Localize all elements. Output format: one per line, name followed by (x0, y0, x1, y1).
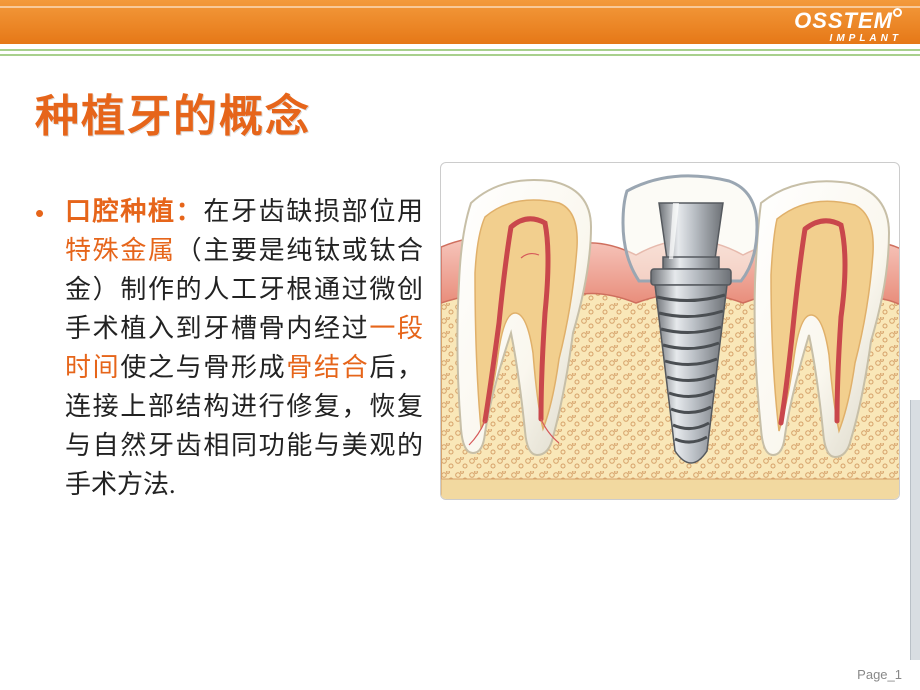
body-seg: 在牙齿缺损部位用 (203, 197, 423, 226)
logo-main: OSSTEM (794, 8, 893, 33)
page-number: 1 (895, 667, 902, 682)
brand-logo: OSSTEM IMPLANT (794, 10, 902, 44)
page-label: Page_ (857, 667, 895, 682)
abutment (659, 203, 723, 259)
page-footer: Page_1 (857, 667, 902, 682)
body-block: • 口腔种植：在牙齿缺损部位用特殊金属（主要是纯钛或钛合金）制作的人工牙根通过微… (35, 192, 423, 504)
dental-implant-diagram (441, 163, 900, 500)
slide-title: 种植牙的概念 (35, 80, 311, 144)
bullet-icon: • (35, 198, 44, 229)
body-text: 口腔种植：在牙齿缺损部位用特殊金属（主要是纯钛或钛合金）制作的人工牙根通过微创手… (65, 192, 423, 504)
logo-sub: IMPLANT (794, 34, 902, 44)
deco-line (0, 54, 920, 56)
deco-line (0, 49, 920, 51)
side-scroll-hint (910, 400, 920, 660)
term-label: 口腔种植： (65, 197, 203, 226)
highlight: 骨结合 (286, 353, 369, 382)
body-seg: 使之与骨形成 (120, 353, 286, 382)
logo-ring-icon (893, 8, 902, 17)
header-bar (0, 0, 920, 44)
illustration (440, 162, 900, 500)
platform (651, 269, 731, 285)
bone-edge (441, 479, 900, 500)
highlight: 特殊金属 (65, 236, 176, 265)
